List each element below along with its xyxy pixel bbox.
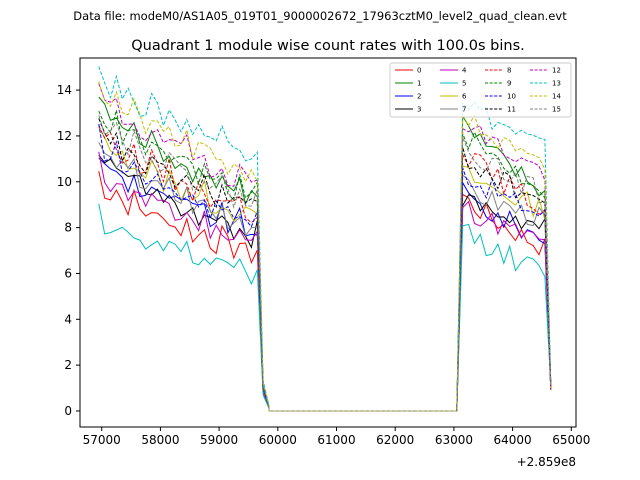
y-tick-label: 6 xyxy=(64,266,72,280)
axis-ticks: 57000 58000 59000 60000 61000 62000 63000 64000… xyxy=(57,83,591,447)
y-tick-label: 0 xyxy=(64,404,72,418)
x-tick-label: 63000 xyxy=(435,433,473,447)
legend-label: 0 xyxy=(417,67,421,75)
x-tick-label: 58000 xyxy=(141,433,179,447)
legend-label: 9 xyxy=(507,80,511,88)
y-tick-label: 8 xyxy=(64,221,72,235)
series-line-15 xyxy=(98,115,552,412)
legend-label: 5 xyxy=(462,80,466,88)
legend-label: 8 xyxy=(507,67,511,75)
x-tick-label: 61000 xyxy=(317,433,355,447)
series-line-5 xyxy=(98,203,552,412)
x-tick-label: 65000 xyxy=(552,433,590,447)
series-lines xyxy=(98,66,552,412)
series-line-13 xyxy=(98,66,552,412)
legend-label: 1 xyxy=(417,80,421,88)
y-tick-label: 4 xyxy=(64,312,72,326)
series-line-9 xyxy=(98,110,552,412)
series-line-7 xyxy=(98,142,552,412)
axes-frame xyxy=(79,57,577,428)
legend-label: 3 xyxy=(417,106,421,114)
x-offset-label: +2.859e8 xyxy=(517,455,576,469)
y-tick-label: 14 xyxy=(57,83,72,97)
legend-box xyxy=(389,62,572,118)
y-tick-label: 12 xyxy=(57,129,72,143)
x-tick-label: 59000 xyxy=(200,433,238,447)
legend-label: 7 xyxy=(462,106,466,114)
legend-label: 2 xyxy=(417,93,421,101)
y-tick-label: 10 xyxy=(57,175,72,189)
legend-label: 6 xyxy=(462,93,467,101)
y-tick-label: 2 xyxy=(64,358,72,372)
series-line-8 xyxy=(98,125,552,412)
series-line-0 xyxy=(98,171,552,412)
legend-label: 4 xyxy=(462,67,467,75)
legend-label: 11 xyxy=(507,106,516,114)
series-line-3 xyxy=(98,154,552,412)
series-line-11 xyxy=(98,118,552,412)
x-tick-label: 60000 xyxy=(259,433,297,447)
legend-label: 12 xyxy=(552,67,561,75)
x-tick-label: 62000 xyxy=(376,433,414,447)
series-line-10 xyxy=(98,123,552,412)
x-tick-label: 64000 xyxy=(494,433,532,447)
legend-label: 15 xyxy=(552,106,561,114)
series-line-14 xyxy=(98,81,552,412)
legend-label: 10 xyxy=(507,93,516,101)
data-file-label: Data file: modeM0/AS1A05_019T01_90000026… xyxy=(73,9,567,23)
series-line-1 xyxy=(98,96,552,412)
series-line-4 xyxy=(98,151,552,412)
x-tick-label: 57000 xyxy=(83,433,121,447)
series-line-2 xyxy=(98,157,552,412)
chart-title: Quadrant 1 module wise count rates with … xyxy=(131,38,525,54)
series-line-12 xyxy=(98,83,552,412)
legend-label: 13 xyxy=(552,80,561,88)
legend-label: 14 xyxy=(552,93,561,101)
